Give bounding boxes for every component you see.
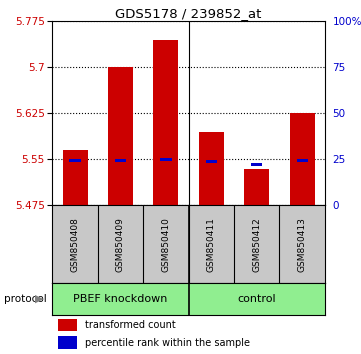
Text: GSM850410: GSM850410: [161, 217, 170, 272]
Bar: [108, 67, 133, 205]
Bar: [296, 159, 308, 162]
Text: GSM850413: GSM850413: [298, 217, 307, 272]
Bar: [69, 159, 81, 162]
Text: transformed count: transformed count: [85, 320, 176, 330]
Text: PBEF knockdown: PBEF knockdown: [73, 294, 168, 304]
Text: protocol: protocol: [4, 294, 46, 304]
Text: GSM850412: GSM850412: [252, 217, 261, 272]
Bar: [251, 163, 262, 166]
Bar: [244, 169, 269, 205]
Text: GSM850408: GSM850408: [70, 217, 79, 272]
Bar: [290, 113, 315, 205]
Text: control: control: [238, 294, 276, 304]
Bar: [199, 132, 224, 205]
Bar: [58, 336, 77, 349]
Bar: [160, 158, 171, 161]
Text: percentile rank within the sample: percentile rank within the sample: [85, 338, 250, 348]
Bar: [62, 150, 88, 205]
Bar: [58, 319, 77, 331]
Text: ▶: ▶: [35, 294, 44, 304]
Text: GSM850409: GSM850409: [116, 217, 125, 272]
Bar: [153, 40, 178, 205]
Text: GSM850411: GSM850411: [207, 217, 216, 272]
Bar: [206, 160, 217, 163]
Bar: [115, 159, 126, 162]
Title: GDS5178 / 239852_at: GDS5178 / 239852_at: [116, 7, 262, 20]
